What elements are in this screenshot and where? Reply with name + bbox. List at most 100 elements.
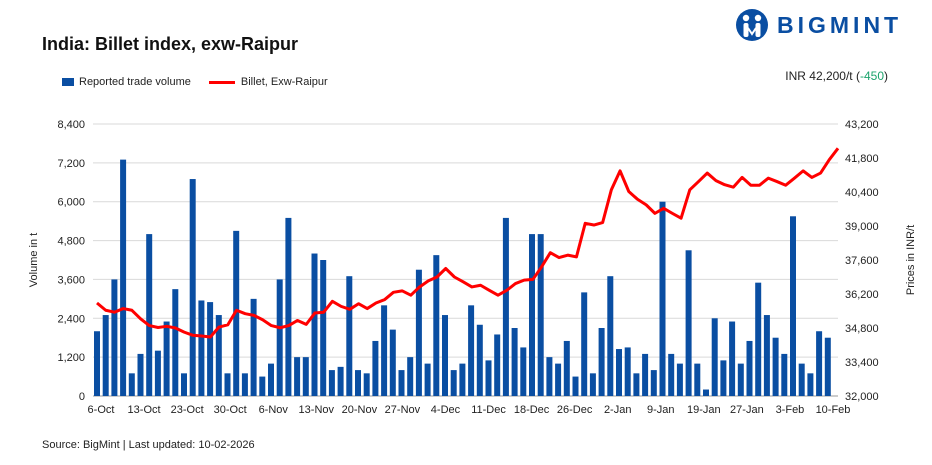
volume-bar bbox=[433, 255, 440, 396]
volume-bar bbox=[381, 305, 388, 396]
x-tick-label: 18-Dec bbox=[514, 404, 550, 416]
volume-bar bbox=[363, 373, 370, 396]
y2-axis-title: Prices in INR/t bbox=[905, 225, 917, 295]
y-tick-label: 3,600 bbox=[57, 274, 85, 286]
price-line bbox=[96, 147, 840, 339]
y2-tick-label: 39,000 bbox=[845, 221, 879, 233]
volume-bar bbox=[442, 315, 448, 396]
volume-bar bbox=[120, 159, 127, 396]
y2-tick-label: 43,200 bbox=[845, 119, 879, 131]
volume-bar bbox=[624, 347, 631, 396]
volume-bar bbox=[529, 234, 535, 396]
x-tick-label: 13-Nov bbox=[299, 404, 335, 416]
volume-bar bbox=[355, 370, 361, 396]
x-tick-label: 27-Jan bbox=[730, 404, 764, 416]
y2-tick-label: 41,800 bbox=[845, 153, 879, 165]
y-tick-label: 1,200 bbox=[57, 352, 85, 364]
volume-bar bbox=[746, 340, 753, 396]
y-tick-label: 7,200 bbox=[57, 158, 85, 170]
volume-bar bbox=[685, 250, 692, 396]
volume-bar bbox=[154, 350, 161, 396]
volume-bar bbox=[581, 292, 588, 396]
legend-price-label: Billet, Exw-Raipur bbox=[240, 76, 328, 88]
volume-bar bbox=[711, 318, 718, 396]
volume-bar bbox=[798, 363, 805, 396]
volume-bar bbox=[398, 370, 405, 396]
volume-bar bbox=[485, 360, 492, 396]
y2-tick-label: 40,400 bbox=[845, 187, 879, 199]
y-tick-label: 0 bbox=[79, 391, 85, 403]
legend-volume-label: Reported trade volume bbox=[79, 76, 191, 88]
volume-bar bbox=[511, 328, 518, 396]
x-tick-label: 2-Jan bbox=[604, 404, 632, 416]
volume-bar bbox=[111, 279, 118, 396]
volume-bar bbox=[459, 363, 466, 396]
volume-bar bbox=[198, 300, 205, 396]
y2-tick-label: 34,800 bbox=[845, 323, 879, 335]
volume-bar bbox=[102, 315, 109, 396]
volume-bar bbox=[659, 201, 666, 396]
volume-bar bbox=[572, 376, 579, 396]
x-tick-label: 6-Nov bbox=[259, 404, 289, 416]
volume-bar bbox=[468, 305, 475, 396]
volume-bar bbox=[407, 357, 414, 396]
x-tick-label: 10-Feb bbox=[816, 404, 851, 416]
y-axis-title: Volume in t bbox=[28, 233, 40, 287]
volume-bar bbox=[241, 373, 248, 396]
volume-bar bbox=[389, 329, 396, 396]
volume-bar bbox=[642, 353, 649, 396]
volume-bar bbox=[563, 340, 570, 396]
volume-bar bbox=[676, 363, 683, 396]
volume-bar bbox=[346, 276, 353, 396]
volume-bar bbox=[807, 373, 814, 396]
volume-bar bbox=[650, 370, 657, 396]
volume-bar bbox=[763, 315, 770, 396]
chart-title: India: Billet index, exw-Raipur bbox=[42, 34, 299, 54]
volume-bar bbox=[720, 360, 727, 396]
volume-bar bbox=[703, 389, 709, 396]
x-tick-label: 30-Oct bbox=[214, 404, 247, 416]
price-close: ) bbox=[884, 69, 888, 83]
volume-bar bbox=[824, 337, 831, 396]
y-tick-label: 2,400 bbox=[57, 313, 85, 325]
legend-line-swatch bbox=[208, 80, 235, 84]
price-value: INR 42,200/t ( bbox=[785, 69, 860, 83]
volume-bar bbox=[250, 298, 257, 396]
volume-bar bbox=[181, 373, 187, 396]
volume-bar bbox=[276, 279, 283, 396]
volume-bar bbox=[337, 366, 344, 396]
volume-bar bbox=[520, 347, 527, 396]
volume-bar bbox=[781, 353, 788, 396]
volume-bar bbox=[215, 315, 222, 396]
x-tick-label: 27-Nov bbox=[385, 404, 421, 416]
x-tick-label: 3-Feb bbox=[776, 404, 805, 416]
x-tick-label: 20-Nov bbox=[342, 404, 378, 416]
volume-bar bbox=[415, 269, 422, 396]
x-tick-label: 13-Oct bbox=[128, 404, 161, 416]
price-change: -450 bbox=[859, 69, 884, 83]
bigmint-logo: BIGMINT bbox=[735, 8, 902, 42]
x-tick-label: 19-Jan bbox=[687, 404, 721, 416]
volume-bar bbox=[285, 217, 292, 396]
volume-bar bbox=[311, 253, 318, 396]
volume-bar bbox=[163, 321, 170, 396]
volume-bar bbox=[737, 363, 744, 396]
volume-bar bbox=[268, 363, 274, 396]
volume-bar bbox=[476, 324, 483, 396]
volume-bar bbox=[790, 216, 796, 396]
volume-bar bbox=[729, 321, 736, 396]
volume-bar bbox=[546, 357, 553, 396]
x-tick-label: 6-Oct bbox=[88, 404, 115, 416]
y2-tick-label: 33,400 bbox=[845, 357, 879, 369]
x-tick-label: 26-Dec bbox=[557, 404, 593, 416]
source-note: Source: BigMint | Last updated: 10-02-20… bbox=[42, 439, 255, 451]
volume-bar bbox=[328, 370, 335, 396]
volume-bar bbox=[694, 363, 701, 396]
x-tick-label: 4-Dec bbox=[431, 404, 461, 416]
logo-people-icon bbox=[736, 9, 768, 41]
volume-bar bbox=[372, 340, 379, 396]
latest-price: INR 42,200/t (-450) bbox=[785, 69, 888, 83]
volume-bar bbox=[555, 363, 562, 396]
y2-tick-label: 32,000 bbox=[845, 391, 879, 403]
